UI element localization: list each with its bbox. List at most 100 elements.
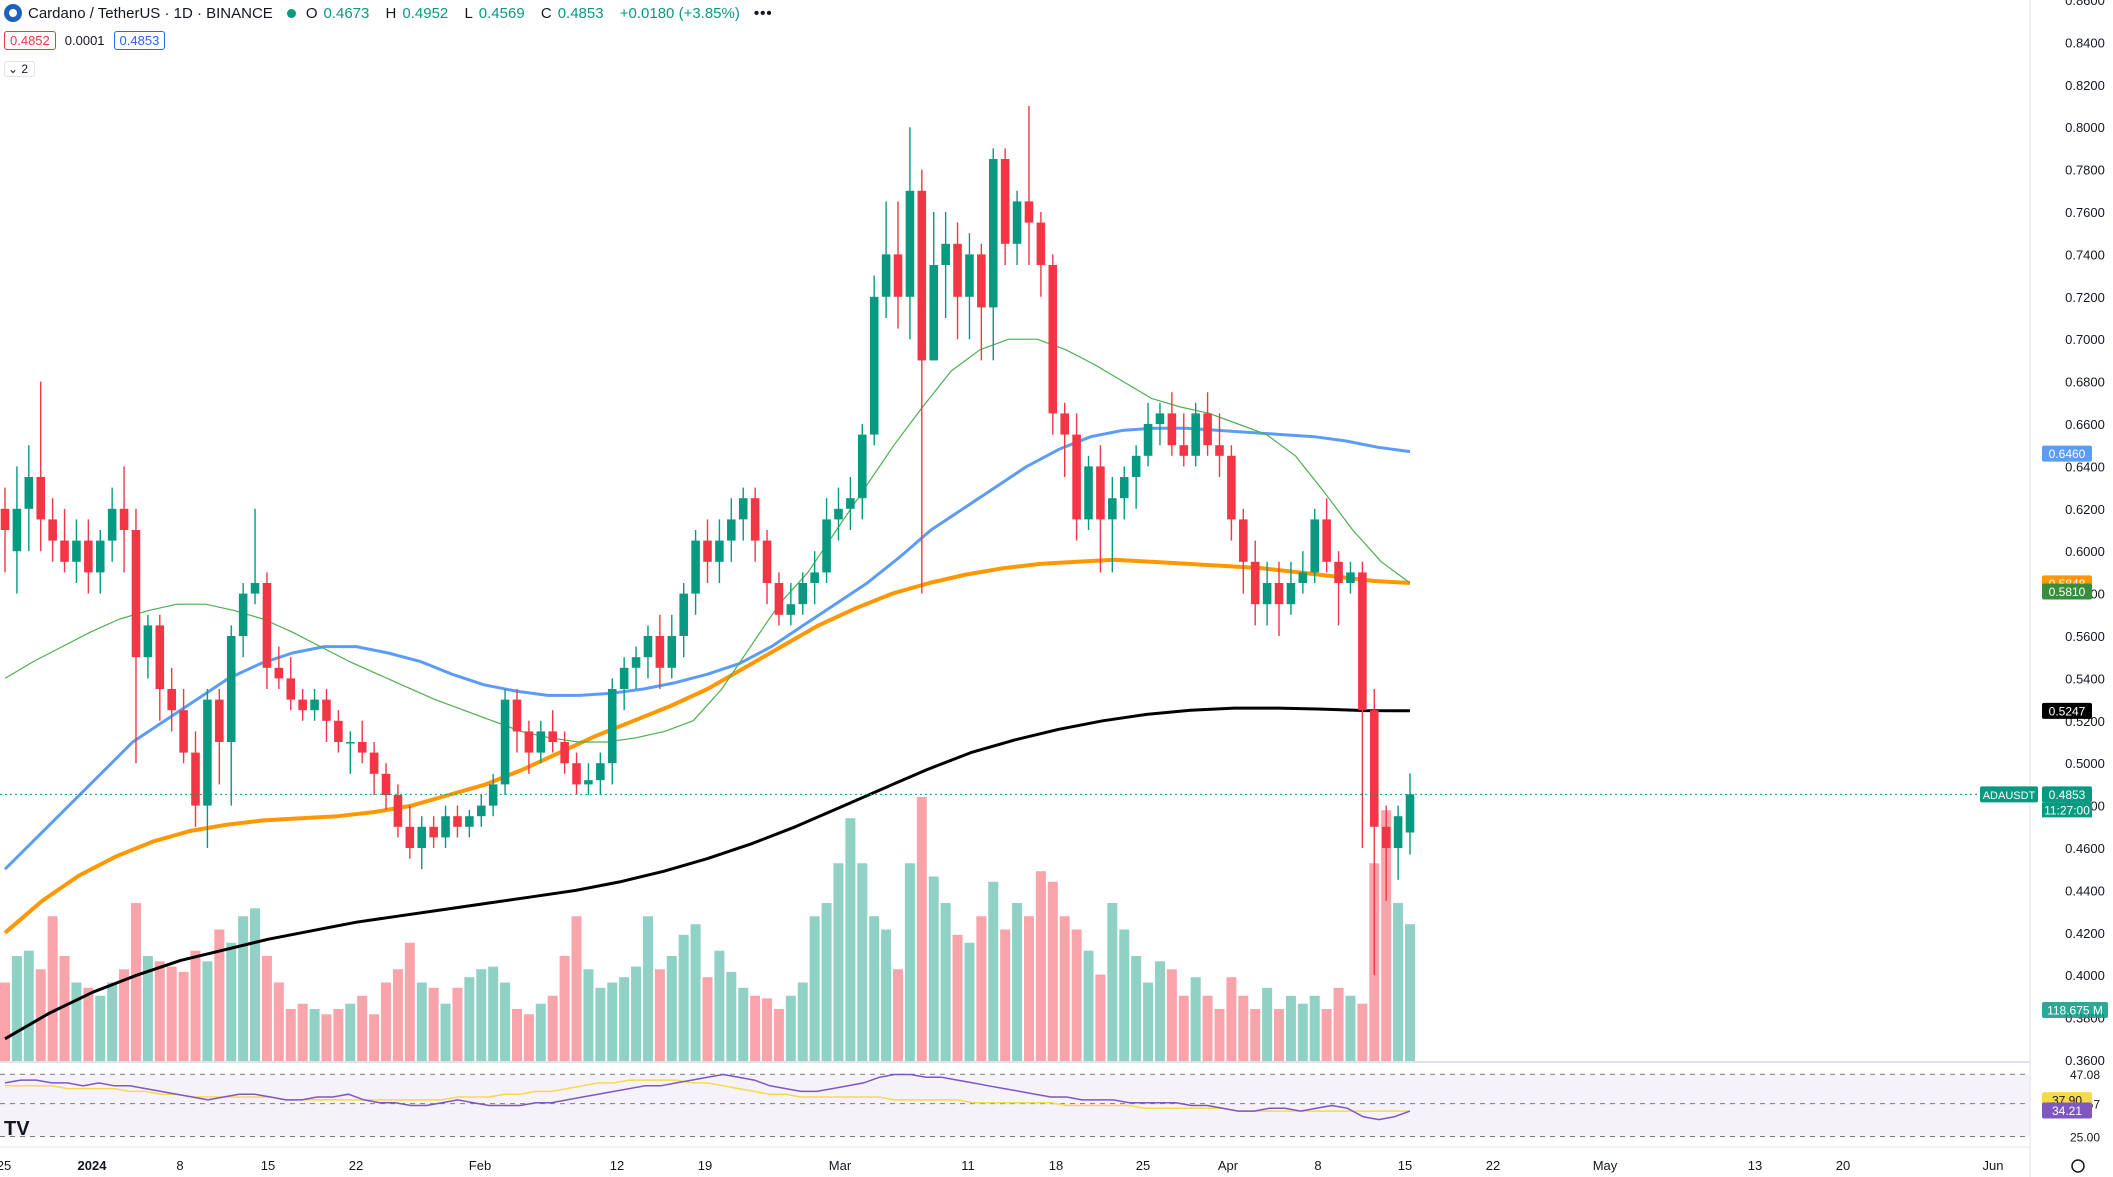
candle-body (369, 752, 379, 774)
volume-bar (1178, 995, 1189, 1062)
buy-price-button[interactable]: 0.4853 (113, 31, 166, 50)
candle-body (1119, 477, 1129, 499)
volume-bar (559, 956, 570, 1062)
volume-bar (845, 818, 856, 1062)
volume-bar (785, 995, 796, 1062)
time-tick-label: 8 (176, 1158, 183, 1173)
candle-body (95, 540, 105, 573)
candle-body (1108, 498, 1117, 520)
rsi-pane (0, 1061, 2030, 1138)
volume-bar (1143, 982, 1154, 1062)
candle-body (905, 190, 915, 297)
volume-bar (214, 929, 225, 1062)
candle-body (619, 667, 629, 689)
price-badge: 0.5247 (2042, 702, 2092, 719)
volume-bar (1071, 929, 1082, 1062)
volume-bar (595, 987, 606, 1062)
volume-bar (1035, 871, 1046, 1062)
time-tick-label: 19 (698, 1158, 712, 1173)
volume-bar (178, 971, 189, 1062)
volume-bar (750, 995, 761, 1062)
volume-bar (869, 916, 880, 1062)
volume-bar (464, 977, 475, 1062)
candle-body (798, 583, 808, 605)
candle-body (596, 763, 605, 781)
candle-body (524, 731, 534, 753)
volume-bar (1226, 977, 1237, 1062)
volume-bar (1202, 995, 1213, 1062)
volume-bar (1381, 810, 1392, 1062)
candle-body (393, 795, 403, 827)
candle-body (1096, 466, 1105, 520)
chevron-down-icon: ⌄ (8, 62, 22, 76)
rsi-line (4, 1073, 1411, 1121)
candle-body (1358, 572, 1367, 711)
candle-body (238, 593, 248, 636)
more-options-icon[interactable]: ••• (753, 4, 773, 22)
change-value: +0.0180 (+3.85%) (619, 4, 740, 22)
volume-bar (11, 956, 22, 1062)
price-tick-label: 0.6000 (2065, 544, 2105, 559)
rsi-value-badge-text: 34.21 (2052, 1104, 2082, 1118)
volume-bar (1404, 924, 1416, 1062)
price-tick-label: 0.7200 (2065, 290, 2105, 305)
sell-price-button[interactable]: 0.4852 (4, 31, 56, 50)
candle-body (834, 508, 843, 520)
volume-bar (142, 956, 153, 1062)
candle-body (774, 583, 784, 615)
volume-bar (1107, 903, 1118, 1062)
volume-bar (952, 934, 963, 1062)
candle-body (1131, 455, 1141, 477)
tradingview-logo[interactable]: TV (4, 1118, 30, 1140)
volume-bar (166, 966, 177, 1062)
price-badge-bg (2042, 702, 2092, 719)
volume-bar (904, 863, 915, 1062)
price-axis: 0.8600 0.8400 0.8200 0.8000 0.7800 0.7600 0.74… (2029, 0, 2113, 1177)
price-badges: 37.9034.210.64600.58480.58100.52470.4853… (1980, 445, 2108, 1119)
candle-body (310, 699, 319, 711)
volume-bar (59, 956, 70, 1062)
candle-body (762, 540, 772, 583)
candle-body (1048, 265, 1058, 414)
candle-body (941, 243, 950, 265)
candle-body (1203, 413, 1212, 446)
price-tick-label: 0.4200 (2065, 926, 2105, 941)
candle-body (1239, 519, 1248, 562)
candle-body (274, 667, 284, 679)
price-tick-label: 0.8600 (2065, 0, 2105, 8)
candle-body (1179, 445, 1189, 456)
volume-bar (773, 1009, 784, 1062)
candles (0, 106, 2030, 976)
volume-bar (976, 916, 987, 1062)
symbol-title[interactable]: Cardano / TetherUS · 1D · BINANCE (28, 4, 273, 22)
volume-bar (797, 982, 808, 1062)
candle-body (12, 508, 22, 552)
volume-bar (1393, 903, 1404, 1062)
volume-bar (261, 956, 272, 1062)
volume-bar (273, 982, 284, 1062)
volume-bar (1345, 995, 1356, 1062)
price-tick-label: 0.5600 (2065, 629, 2105, 644)
price-tick-label: 0.4600 (2065, 841, 2105, 856)
candle-body (500, 699, 510, 785)
candle-body (1262, 583, 1272, 605)
candle-body (1346, 572, 1355, 583)
indicators-count: 2 (21, 62, 29, 76)
candle-body (24, 477, 34, 509)
volume-bar (726, 971, 737, 1062)
volume-bar (345, 1003, 356, 1062)
indicators-toggle[interactable]: ⌄ 2 (4, 61, 36, 77)
volume-bar (738, 987, 749, 1062)
volume-bar (357, 995, 368, 1062)
volume-bar (1309, 995, 1320, 1062)
candle-body (560, 742, 569, 764)
time-tick-label: 8 (1314, 1158, 1321, 1173)
volume-bar (119, 969, 130, 1062)
price-tick-label: 0.8400 (2065, 35, 2105, 50)
volume-bar (1333, 987, 1344, 1062)
candle-body (203, 699, 212, 806)
candle-body (1286, 583, 1296, 605)
volume-bar (583, 969, 594, 1062)
price-badge-text: 0.5810 (2049, 585, 2086, 599)
